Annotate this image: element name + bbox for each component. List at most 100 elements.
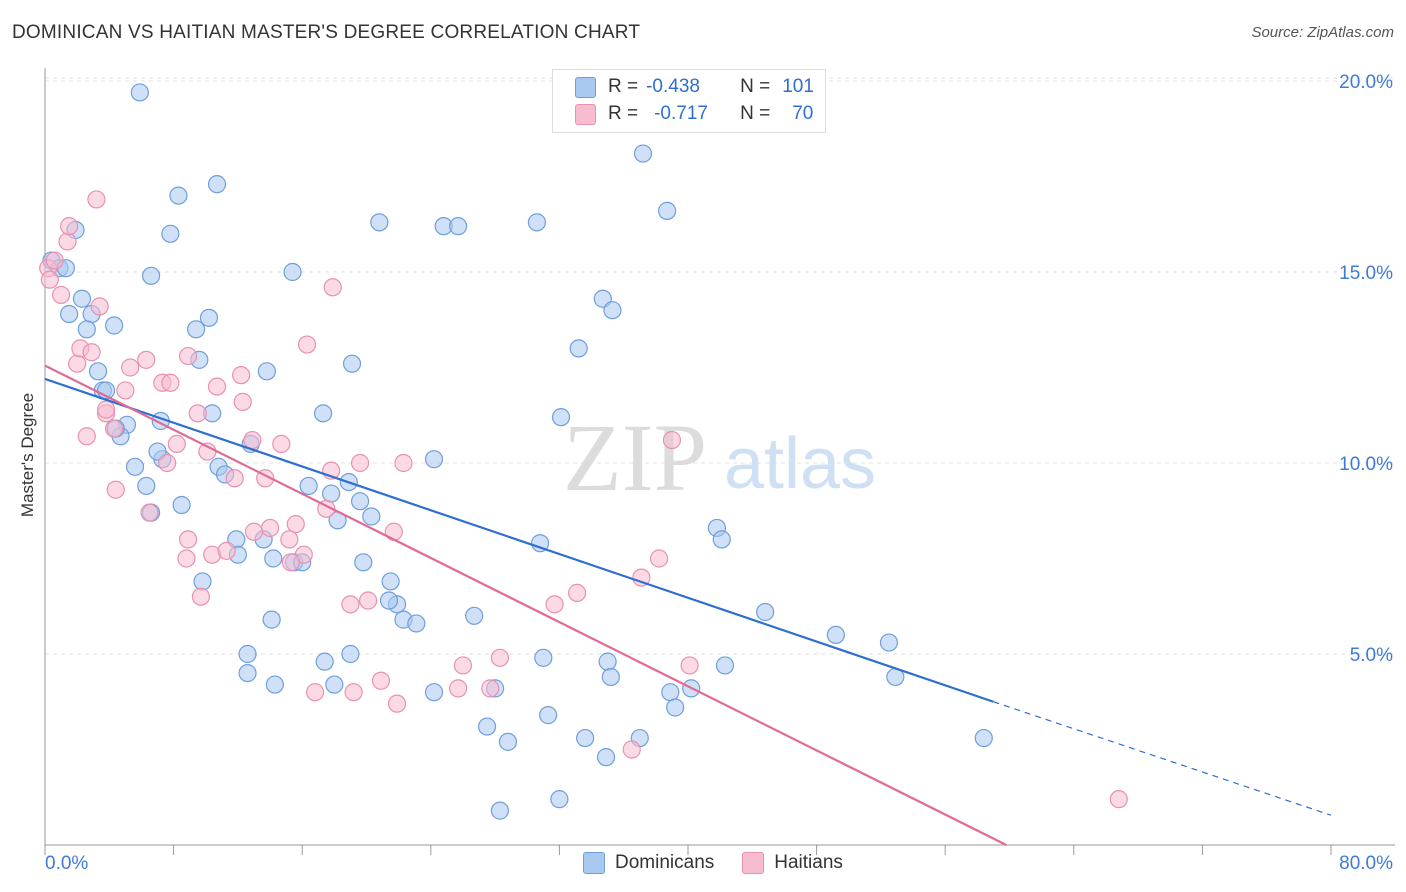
dominican-point: [598, 652, 617, 671]
legend-item-haitians[interactable]: Haitians: [742, 852, 843, 874]
dominican-point: [172, 495, 191, 515]
haitian-point: [490, 648, 510, 667]
dominican-point: [550, 790, 569, 809]
series-legend: Dominicans Haitians: [583, 852, 871, 874]
r-label: R =: [608, 103, 639, 124]
haitian-point: [45, 251, 64, 270]
haitian-point: [622, 740, 641, 759]
haitian-point: [1109, 790, 1128, 809]
dominican-point: [238, 644, 257, 664]
dominican-point: [370, 213, 389, 232]
dominican-point: [490, 801, 510, 820]
haitians-swatch: [575, 103, 596, 125]
haitian-point: [344, 683, 363, 702]
haitian-point: [137, 350, 156, 369]
dominican-point: [161, 224, 180, 243]
haitian-point: [481, 679, 500, 698]
dominican-point: [207, 175, 227, 194]
haitian-point: [68, 354, 87, 373]
haitian-point: [350, 453, 370, 473]
dominican-point: [539, 706, 558, 725]
dominican-point: [350, 492, 370, 511]
dominicans-swatch: [583, 852, 605, 874]
haitian-point: [58, 232, 77, 251]
haitian-point: [105, 419, 124, 438]
dominican-point: [531, 534, 550, 553]
dominican-point: [826, 625, 845, 645]
dominican-point: [169, 186, 188, 205]
haitian-point: [77, 427, 96, 446]
haitian-point: [280, 530, 299, 549]
haitian-point: [158, 453, 177, 473]
dominican-point: [283, 262, 302, 282]
haitian-point: [232, 366, 251, 385]
dominican-point: [498, 732, 518, 751]
dominican-point: [407, 614, 426, 633]
haitians-swatch: [742, 852, 765, 874]
dominican-point: [199, 308, 219, 327]
dominican-point: [527, 213, 546, 232]
dominican-point: [125, 457, 145, 476]
haitian-point: [121, 358, 140, 377]
haitian-point: [177, 549, 196, 568]
haitian-point: [225, 469, 244, 488]
haitian-point: [96, 400, 116, 419]
haitian-point: [371, 671, 391, 690]
stats-row-haitians: R = -0.717 N = 70: [575, 101, 813, 127]
n-label: N =: [740, 103, 771, 124]
haitian-point: [281, 553, 301, 572]
haitian-point: [632, 568, 651, 587]
haitian-point: [449, 679, 468, 698]
dominican-point: [325, 675, 344, 694]
dominican-point: [354, 553, 373, 572]
dominican-point: [756, 602, 775, 622]
dominican-point: [137, 476, 156, 496]
haitian-point: [649, 549, 669, 568]
dominican-point: [381, 572, 400, 591]
dominican-point: [322, 484, 341, 503]
haitian-point: [167, 434, 186, 453]
x-tick-label: 0.0%: [45, 853, 88, 874]
dominican-point: [362, 507, 381, 526]
haitian-point: [680, 656, 699, 675]
stats-legend: R = -0.438 N = 101 R = -0.717 N = 70: [552, 69, 826, 133]
haitian-point: [243, 430, 262, 450]
watermark-atlas: atlas: [724, 424, 876, 504]
y-tick-label: 15.0%: [1339, 263, 1393, 284]
n-value: 70: [792, 103, 814, 124]
dominican-point: [879, 633, 899, 652]
dominican-point: [551, 408, 571, 427]
haitian-point: [90, 297, 109, 316]
dominican-point: [424, 683, 444, 702]
dominican-point: [633, 144, 653, 163]
dominican-point: [265, 675, 284, 694]
haitian-point: [662, 430, 682, 450]
haitian-point: [341, 595, 360, 614]
dominicans-trendline-extension: [993, 701, 1332, 816]
haitians-trendline: [44, 364, 1007, 846]
source-label: Source: ZipAtlas.com: [1251, 24, 1394, 41]
y-tick-label: 20.0%: [1339, 72, 1393, 93]
dominican-point: [341, 644, 360, 664]
haitian-point: [244, 522, 264, 541]
dominican-point: [130, 83, 149, 102]
dominican-point: [596, 748, 616, 767]
dominican-point: [238, 663, 257, 683]
dominican-point: [666, 698, 685, 717]
watermark-zip: ZIP: [563, 404, 707, 511]
haitian-point: [178, 530, 198, 549]
haitian-point: [233, 392, 252, 411]
haitian-point: [286, 515, 305, 534]
haitian-point: [394, 453, 413, 473]
dominican-point: [88, 362, 108, 381]
dominican-point: [603, 301, 622, 320]
haitian-point: [40, 270, 59, 289]
tick-labels: 5.0% 10.0% 15.0% 20.0% 0.0% 80.0%: [45, 72, 1393, 874]
haitian-point: [60, 217, 79, 236]
legend-item-dominicans[interactable]: Dominicans: [583, 852, 714, 874]
dominican-point: [141, 266, 161, 285]
dominican-point: [477, 717, 497, 736]
dominican-point: [449, 217, 468, 236]
dominican-point: [379, 591, 399, 610]
